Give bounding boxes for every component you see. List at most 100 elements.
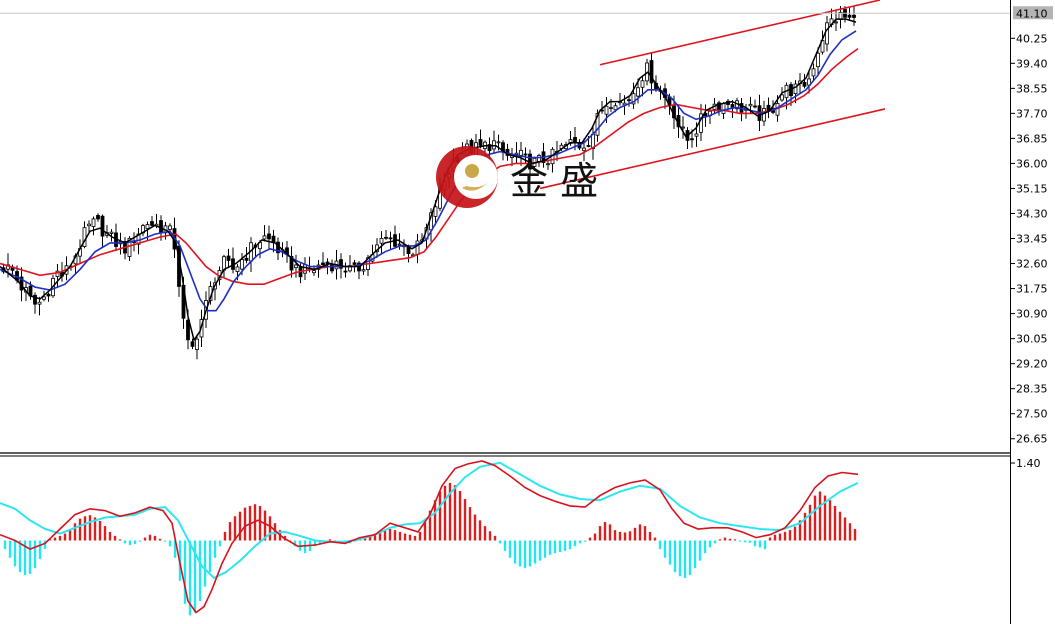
candle-body-up: [604, 105, 609, 115]
macd-bar-negative: [128, 540, 132, 546]
candle: [649, 52, 654, 95]
macd-bar-positive: [468, 507, 472, 541]
macd-bar-negative: [28, 540, 32, 574]
macd-bar-positive: [158, 538, 162, 541]
price-tick-label: 35.15: [1016, 182, 1048, 195]
macd-bar-negative: [758, 540, 762, 548]
macd-bar-positive: [628, 531, 632, 541]
macd-bar-negative: [208, 540, 212, 573]
candle-body-down: [847, 14, 852, 18]
macd-bar-positive: [423, 522, 427, 541]
watermark-gold-orb: [465, 164, 479, 178]
macd-bar-negative: [688, 540, 692, 576]
candle-body-up: [262, 235, 267, 240]
candle-body-down: [96, 215, 100, 220]
candle-body-up: [87, 223, 91, 227]
candle: [753, 99, 757, 109]
price-tick-label: 29.20: [1016, 358, 1048, 371]
macd-bar-positive: [58, 535, 62, 541]
macd-bar-positive: [93, 517, 97, 541]
candle: [523, 147, 528, 164]
price-tick-label: 38.55: [1016, 82, 1048, 95]
current-price-label: 41.10: [1016, 7, 1048, 20]
candle-body-down: [226, 255, 231, 261]
macd-bar-positive: [493, 535, 497, 541]
macd-bar-positive: [368, 535, 372, 541]
macd-bar-positive: [83, 516, 87, 541]
macd-bar-positive: [623, 532, 627, 541]
price-tick-label: 40.25: [1016, 32, 1048, 45]
watermark-gold-swoosh: [462, 180, 490, 191]
macd-bar-negative: [13, 540, 17, 567]
candle-body-up: [609, 107, 613, 109]
macd-bar-positive: [803, 512, 807, 541]
candle-body-up: [379, 238, 384, 244]
macd-bar-positive: [78, 518, 82, 541]
macd-bar-positive: [143, 537, 147, 541]
macd-bar-positive: [793, 526, 797, 541]
macd-bar-positive: [453, 485, 457, 541]
candle: [55, 264, 60, 287]
candle: [631, 82, 636, 109]
candle-body-up: [636, 87, 640, 97]
macd-bar-positive: [598, 526, 602, 541]
candle-body-down: [384, 236, 388, 239]
macd-bar-positive: [818, 491, 822, 541]
macd-bar-negative: [168, 540, 172, 547]
macd-bar-positive: [613, 530, 617, 541]
macd-bar-positive: [588, 537, 592, 541]
macd-bar-negative: [163, 540, 167, 542]
candle-body-up: [361, 269, 366, 272]
macd-histogram: [3, 482, 857, 616]
candle: [343, 262, 348, 278]
macd-bar-negative: [38, 540, 42, 559]
macd-bar-negative: [203, 540, 207, 587]
candle: [793, 80, 798, 104]
macd-bar-positive: [843, 517, 847, 541]
candle-body-up: [37, 301, 42, 305]
candle-body-down: [343, 270, 348, 273]
macd-bar-negative: [543, 540, 547, 558]
macd-bar-negative: [18, 540, 22, 573]
macd-bar-negative: [293, 540, 297, 547]
macd-bar-positive: [823, 495, 827, 541]
macd-bar-negative: [548, 540, 552, 555]
candle-body-down: [339, 259, 343, 269]
candle-body-down: [690, 138, 694, 141]
candle: [37, 296, 42, 316]
macd-bar-positive: [778, 533, 782, 541]
macd-bar-positive: [393, 530, 397, 541]
macd-bar-negative: [3, 540, 7, 550]
candle: [379, 231, 384, 255]
macd-bar-negative: [23, 540, 27, 576]
macd-bar-negative: [523, 540, 527, 569]
trend-channel: [539, 0, 886, 190]
macd-bar-negative: [188, 540, 192, 616]
candle-body-down: [802, 82, 807, 87]
macd-bar-positive: [433, 500, 437, 541]
macd-bar-positive: [608, 524, 612, 541]
macd-bar-positive: [388, 528, 392, 541]
candle: [321, 252, 325, 269]
price-tick-label: 27.50: [1016, 408, 1048, 421]
macd-bar-positive: [788, 530, 792, 541]
candle-body-down: [852, 14, 856, 18]
macd-bar-positive: [443, 485, 447, 541]
macd-bar-positive: [848, 523, 852, 541]
macd-bar-positive: [103, 526, 107, 541]
candle: [361, 263, 366, 275]
macd-bar-positive: [233, 516, 237, 541]
macd-bar-positive: [328, 539, 332, 541]
macd-bar-negative: [503, 540, 507, 551]
candle-body-up: [303, 264, 307, 274]
macd-bar-negative: [313, 540, 317, 547]
macd-bar-positive: [243, 507, 247, 541]
candle-body-up: [348, 265, 352, 272]
macd-bar-negative: [678, 540, 682, 577]
candle-body-up: [168, 225, 172, 230]
candle: [190, 338, 195, 350]
candle-body-up: [721, 103, 726, 114]
candle-body-up: [834, 21, 838, 24]
macd-bar-positive: [108, 531, 112, 541]
